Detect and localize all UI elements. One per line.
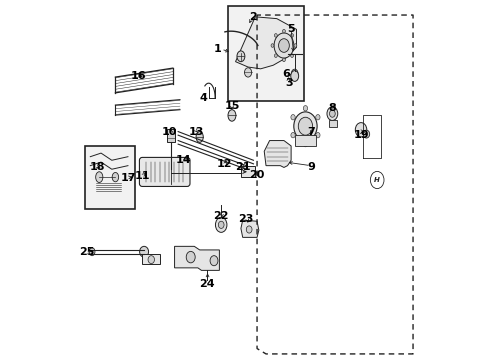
- Ellipse shape: [227, 110, 235, 121]
- Ellipse shape: [329, 110, 335, 117]
- Ellipse shape: [363, 130, 369, 138]
- Ellipse shape: [290, 54, 293, 58]
- Text: 11: 11: [134, 171, 150, 181]
- Text: 24: 24: [199, 279, 214, 289]
- Ellipse shape: [326, 107, 337, 121]
- Text: 19: 19: [352, 130, 368, 140]
- Ellipse shape: [270, 44, 273, 47]
- Text: 5: 5: [287, 24, 294, 35]
- Text: H: H: [373, 177, 379, 183]
- FancyBboxPatch shape: [139, 157, 190, 186]
- Text: 2: 2: [249, 12, 257, 22]
- Ellipse shape: [274, 33, 293, 58]
- Ellipse shape: [291, 69, 297, 77]
- Text: 14: 14: [175, 155, 191, 165]
- Ellipse shape: [210, 256, 218, 266]
- Text: 6: 6: [281, 69, 289, 79]
- Bar: [166, 129, 174, 141]
- Ellipse shape: [298, 117, 312, 135]
- Text: 4: 4: [199, 93, 207, 103]
- Ellipse shape: [186, 251, 195, 263]
- Text: 3: 3: [285, 78, 292, 88]
- Text: 16: 16: [131, 71, 146, 81]
- Ellipse shape: [282, 58, 285, 62]
- Ellipse shape: [244, 68, 251, 77]
- Polygon shape: [142, 253, 160, 264]
- Bar: [85, 146, 135, 209]
- Ellipse shape: [369, 171, 383, 189]
- Text: 10: 10: [161, 127, 177, 136]
- Bar: [228, 6, 303, 101]
- Text: 20: 20: [249, 170, 264, 180]
- Ellipse shape: [278, 39, 289, 52]
- Ellipse shape: [215, 217, 226, 232]
- Text: 17: 17: [120, 173, 136, 183]
- Text: 15: 15: [224, 102, 239, 112]
- Ellipse shape: [218, 221, 224, 228]
- Ellipse shape: [290, 71, 298, 81]
- Text: 12: 12: [217, 159, 232, 169]
- Ellipse shape: [315, 114, 319, 120]
- Ellipse shape: [139, 246, 148, 257]
- Ellipse shape: [112, 172, 119, 182]
- Polygon shape: [241, 220, 258, 237]
- Ellipse shape: [290, 33, 293, 37]
- Ellipse shape: [303, 141, 307, 147]
- Ellipse shape: [148, 256, 154, 264]
- Text: 21: 21: [234, 162, 250, 172]
- Ellipse shape: [274, 54, 277, 58]
- Text: 8: 8: [328, 103, 336, 113]
- Ellipse shape: [274, 33, 277, 37]
- Text: 7: 7: [306, 127, 314, 136]
- Bar: [241, 166, 255, 177]
- Polygon shape: [174, 246, 219, 270]
- Text: 1: 1: [213, 44, 221, 54]
- Ellipse shape: [96, 172, 102, 183]
- Bar: [294, 135, 316, 146]
- Ellipse shape: [237, 51, 244, 62]
- Ellipse shape: [290, 114, 295, 120]
- Polygon shape: [264, 140, 290, 167]
- Ellipse shape: [355, 123, 366, 137]
- Bar: [328, 120, 336, 127]
- Ellipse shape: [293, 44, 296, 47]
- Text: 22: 22: [213, 211, 228, 221]
- Ellipse shape: [282, 30, 285, 33]
- Ellipse shape: [246, 226, 251, 233]
- Polygon shape: [235, 17, 296, 69]
- Text: 25: 25: [79, 247, 94, 257]
- Ellipse shape: [293, 112, 317, 140]
- Ellipse shape: [196, 132, 203, 142]
- Ellipse shape: [303, 105, 307, 111]
- Ellipse shape: [315, 132, 319, 138]
- Text: 23: 23: [238, 215, 253, 224]
- Ellipse shape: [290, 132, 295, 138]
- Text: 18: 18: [89, 162, 105, 172]
- Text: 9: 9: [306, 162, 314, 172]
- Text: 13: 13: [188, 127, 203, 136]
- Ellipse shape: [89, 248, 95, 256]
